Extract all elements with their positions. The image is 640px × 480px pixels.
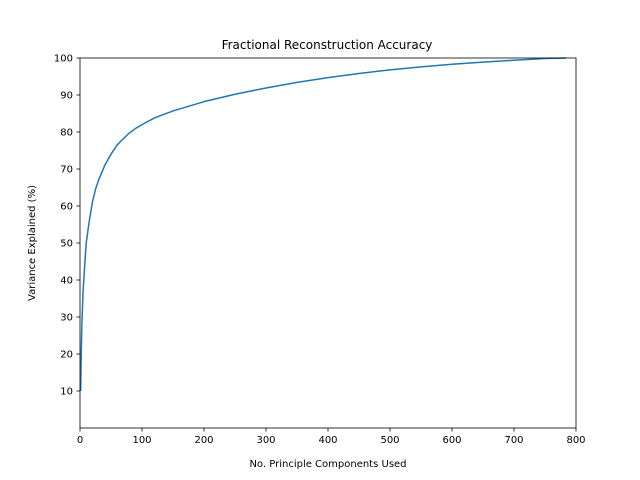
x-tick-label: 700 bbox=[504, 435, 523, 446]
x-tick-label: 200 bbox=[194, 435, 213, 446]
x-axis-label: No. Principle Components Used bbox=[249, 459, 406, 470]
y-tick-label: 30 bbox=[60, 313, 73, 324]
y-tick-label: 50 bbox=[60, 239, 73, 250]
y-axis: 10 20 30 40 50 60 70 80 90 100 bbox=[54, 54, 80, 398]
x-tick-label: 800 bbox=[566, 435, 585, 446]
x-tick-label: 600 bbox=[442, 435, 461, 446]
y-tick-label: 10 bbox=[60, 387, 73, 398]
x-tick-label: 300 bbox=[256, 435, 275, 446]
y-tick-label: 80 bbox=[60, 128, 73, 139]
y-tick-label: 20 bbox=[60, 350, 73, 361]
y-tick-label: 100 bbox=[54, 54, 73, 65]
series-line-0 bbox=[79, 57, 567, 392]
plot-frame bbox=[79, 57, 577, 429]
chart-title: Fractional Reconstruction Accuracy bbox=[222, 38, 433, 52]
x-axis: 0 100 200 300 400 500 600 700 800 bbox=[77, 428, 586, 446]
plot-area bbox=[79, 57, 577, 429]
y-tick-label: 40 bbox=[60, 276, 73, 287]
y-axis-label: Variance Explained (%) bbox=[27, 185, 38, 301]
x-tick-label: 0 bbox=[77, 435, 83, 446]
y-tick-label: 90 bbox=[60, 91, 73, 102]
y-tick-label: 70 bbox=[60, 165, 73, 176]
x-tick-label: 400 bbox=[318, 435, 337, 446]
x-tick-label: 500 bbox=[380, 435, 399, 446]
y-tick-label: 60 bbox=[60, 202, 73, 213]
x-tick-label: 100 bbox=[132, 435, 151, 446]
